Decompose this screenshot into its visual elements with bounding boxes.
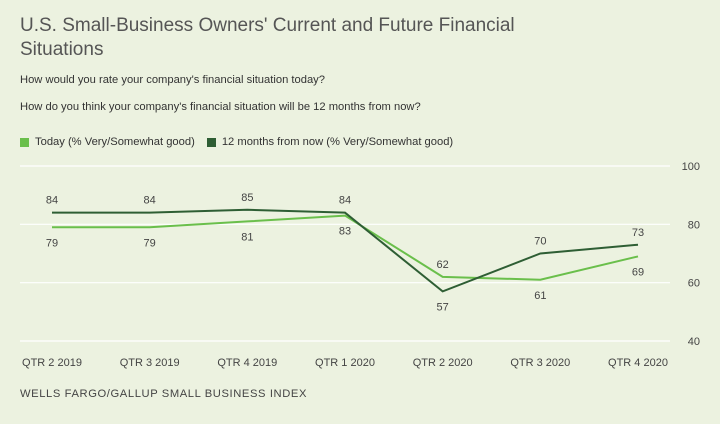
data-label: 84: [339, 195, 351, 207]
data-label: 81: [241, 231, 253, 243]
data-label: 70: [534, 236, 546, 248]
legend-swatch-future: [206, 137, 216, 147]
legend-label-future: 12 months from now (% Very/Somewhat good…: [221, 136, 454, 148]
y-tick-label: 40: [688, 336, 700, 348]
data-label: 83: [339, 226, 351, 238]
legend-item-today: Today (% Very/Somewhat good): [20, 136, 195, 148]
x-tick-label: QTR 4 2020: [608, 357, 668, 369]
y-tick-label: 60: [688, 278, 700, 290]
legend-item-future: 12 months from now (% Very/Somewhat good…: [206, 136, 454, 148]
series-line-0: [52, 214, 639, 281]
data-label: 73: [632, 227, 644, 239]
data-label: 85: [241, 192, 253, 204]
source-note: WELLS FARGO/GALLUP SMALL BUSINESS INDEX: [20, 388, 308, 400]
legend-label-today: Today (% Very/Somewhat good): [35, 136, 195, 148]
series-line-1: [52, 208, 639, 293]
question-2: How do you think your company's financia…: [20, 101, 421, 113]
data-label: 57: [437, 301, 449, 313]
x-tick-label: QTR 1 2020: [315, 357, 375, 369]
x-tick-label: QTR 3 2020: [510, 357, 570, 369]
x-tick-label: QTR 4 2019: [217, 357, 277, 369]
y-tick-label: 100: [682, 161, 700, 173]
data-label: 62: [437, 259, 449, 271]
chart-title: U.S. Small-Business Owners' Current and …: [20, 15, 515, 60]
data-label: 69: [632, 266, 644, 278]
data-label: 79: [144, 237, 156, 249]
data-label: 84: [46, 195, 58, 207]
legend-swatch-today: [20, 137, 29, 147]
data-label: 61: [534, 290, 546, 302]
y-tick-label: 80: [688, 219, 700, 231]
data-label: 79: [46, 237, 58, 249]
x-tick-label: QTR 2 2019: [22, 357, 82, 369]
x-tick-label: QTR 2 2020: [413, 357, 473, 369]
x-tick-label: QTR 3 2019: [120, 357, 180, 369]
data-label: 84: [144, 195, 156, 207]
question-1: How would you rate your company's financ…: [20, 74, 325, 86]
legend: Today (% Very/Somewhat good) 12 months f…: [20, 136, 465, 148]
